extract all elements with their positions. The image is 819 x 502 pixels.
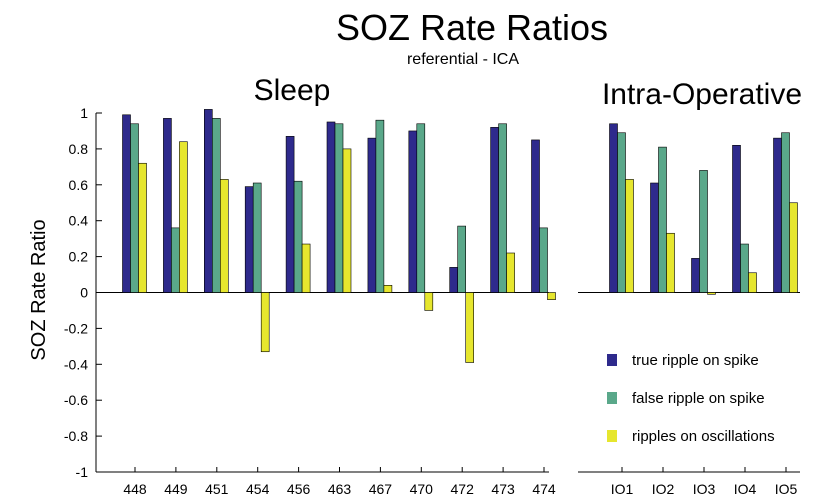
y-tick-label: 0 xyxy=(80,285,88,301)
x-tick-label: IO3 xyxy=(693,481,716,497)
x-tick-label: 456 xyxy=(287,481,311,497)
bar-ripples-on-oscillations-449 xyxy=(179,141,188,293)
bar-ripples-on-oscillations-IO3 xyxy=(707,292,716,295)
bar-false-ripple-on-spike-470 xyxy=(416,123,426,293)
y-tick-label: -0.6 xyxy=(64,392,88,408)
y-tick-label: -0.2 xyxy=(64,320,88,336)
bar-ripples-on-oscillations-467 xyxy=(383,285,393,293)
legend-label: true ripple on spike xyxy=(632,352,759,369)
bar-true-ripple-on-spike-472 xyxy=(449,267,459,293)
bar-false-ripple-on-spike-IO2 xyxy=(658,146,667,293)
bar-false-ripple-on-spike-448 xyxy=(130,123,139,293)
y-tick-label: -1 xyxy=(76,464,89,480)
x-tick-label: 470 xyxy=(410,481,434,497)
bar-true-ripple-on-spike-IO4 xyxy=(732,145,741,293)
bar-true-ripple-on-spike-IO3 xyxy=(691,258,700,293)
bar-ripples-on-oscillations-IO4 xyxy=(748,272,757,293)
bar-false-ripple-on-spike-456 xyxy=(293,180,303,293)
panel-title-intra-operative: Intra-Operative xyxy=(602,78,802,111)
legend-label: false ripple on spike xyxy=(632,390,765,407)
bar-true-ripple-on-spike-474 xyxy=(531,139,540,293)
chart-subtitle: referential - ICA xyxy=(407,51,519,68)
panel-title-sleep: Sleep xyxy=(254,74,331,107)
x-tick-label: 454 xyxy=(246,481,270,497)
x-tick-label: IO1 xyxy=(611,481,634,497)
bar-ripples-on-oscillations-473 xyxy=(506,252,515,293)
x-tick-label: 467 xyxy=(369,481,393,497)
x-tick-label: 472 xyxy=(451,481,475,497)
bar-false-ripple-on-spike-454 xyxy=(252,182,262,293)
bar-ripples-on-oscillations-470 xyxy=(424,292,434,311)
legend-label: ripples on oscillations xyxy=(632,428,775,445)
bar-true-ripple-on-spike-454 xyxy=(244,186,254,293)
y-axis-label: SOZ Rate Ratio xyxy=(28,219,50,360)
x-tick-label: 463 xyxy=(328,481,352,497)
bar-false-ripple-on-spike-463 xyxy=(334,123,344,293)
chart-title: SOZ Rate Ratios xyxy=(336,7,608,48)
bar-false-ripple-on-spike-473 xyxy=(498,123,507,293)
bar-ripples-on-oscillations-451 xyxy=(220,179,229,293)
bar-ripples-on-oscillations-474 xyxy=(547,292,556,300)
bar-false-ripple-on-spike-IO1 xyxy=(617,132,626,293)
x-tick-label: IO2 xyxy=(652,481,675,497)
bar-ripples-on-oscillations-454 xyxy=(260,292,270,353)
bar-false-ripple-on-spike-449 xyxy=(171,227,180,293)
bar-ripples-on-oscillations-IO1 xyxy=(625,179,634,293)
y-tick-label: 0.6 xyxy=(69,177,89,193)
y-tick-label: 1 xyxy=(80,105,88,121)
bar-false-ripple-on-spike-467 xyxy=(375,119,385,293)
bar-ripples-on-oscillations-448 xyxy=(138,162,147,293)
x-tick-label: 448 xyxy=(123,481,147,497)
bar-true-ripple-on-spike-449 xyxy=(163,118,172,293)
x-tick-label: 449 xyxy=(164,481,188,497)
bar-true-ripple-on-spike-470 xyxy=(408,130,418,293)
bar-true-ripple-on-spike-IO1 xyxy=(609,123,618,293)
bar-true-ripple-on-spike-467 xyxy=(367,137,377,293)
bar-false-ripple-on-spike-IO3 xyxy=(699,170,708,293)
y-tick-label: 0.2 xyxy=(69,249,89,265)
y-tick-label: -0.4 xyxy=(64,356,88,372)
x-tick-label: 474 xyxy=(532,481,556,497)
y-tick-label: -0.8 xyxy=(64,428,88,444)
y-tick-label: 0.4 xyxy=(69,213,89,229)
bar-false-ripple-on-spike-IO5 xyxy=(781,132,790,293)
legend-swatch xyxy=(607,392,617,404)
bar-true-ripple-on-spike-456 xyxy=(285,136,295,293)
bar-ripples-on-oscillations-IO5 xyxy=(789,202,798,293)
x-tick-label: 473 xyxy=(491,481,515,497)
x-tick-label: IO5 xyxy=(775,481,798,497)
bar-false-ripple-on-spike-474 xyxy=(539,227,548,293)
x-tick-label: IO4 xyxy=(734,481,757,497)
bar-ripples-on-oscillations-IO2 xyxy=(666,232,675,293)
bar-true-ripple-on-spike-IO2 xyxy=(650,182,659,293)
legend-swatch xyxy=(607,354,617,366)
bar-false-ripple-on-spike-451 xyxy=(212,118,221,293)
x-tick-label: 451 xyxy=(205,481,229,497)
bar-ripples-on-oscillations-463 xyxy=(342,148,352,293)
bar-true-ripple-on-spike-451 xyxy=(204,109,213,293)
bar-true-ripple-on-spike-473 xyxy=(490,127,499,293)
bar-ripples-on-oscillations-472 xyxy=(465,292,475,363)
legend-swatch xyxy=(607,430,617,442)
bar-true-ripple-on-spike-IO5 xyxy=(773,137,782,293)
y-tick-label: 0.8 xyxy=(69,141,89,157)
bar-false-ripple-on-spike-472 xyxy=(457,225,467,293)
bar-true-ripple-on-spike-463 xyxy=(326,121,336,293)
bar-true-ripple-on-spike-448 xyxy=(122,114,131,293)
bar-ripples-on-oscillations-456 xyxy=(301,243,311,293)
bar-false-ripple-on-spike-IO4 xyxy=(740,243,749,293)
